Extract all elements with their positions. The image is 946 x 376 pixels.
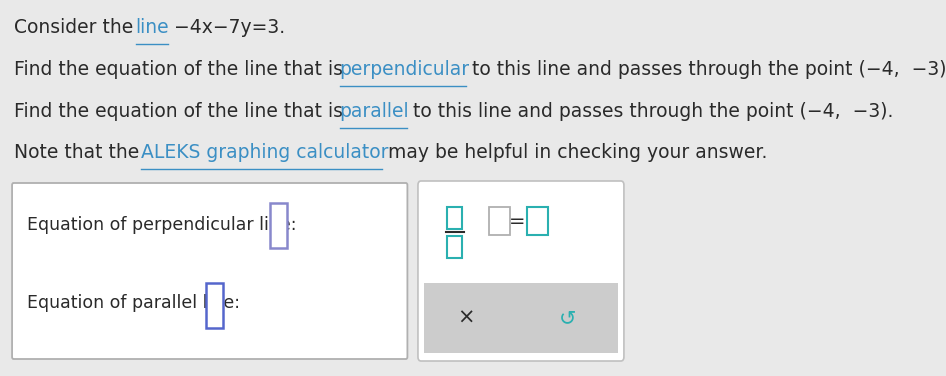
Bar	[527, 207, 548, 235]
Text: Equation of perpendicular line:: Equation of perpendicular line:	[27, 216, 297, 234]
Text: −4x−7y=3.: −4x−7y=3.	[168, 18, 286, 37]
Text: perpendicular: perpendicular	[340, 60, 470, 79]
Bar	[206, 283, 222, 328]
Text: parallel: parallel	[340, 102, 410, 121]
Bar	[271, 203, 287, 248]
Text: may be helpful in checking your answer.: may be helpful in checking your answer.	[382, 143, 767, 162]
Text: ALEKS graphing calculator: ALEKS graphing calculator	[141, 143, 389, 162]
Bar	[447, 207, 463, 229]
Bar	[447, 236, 463, 258]
Text: =: =	[509, 211, 526, 230]
Text: Equation of parallel line:: Equation of parallel line:	[27, 294, 240, 312]
Text: line: line	[135, 18, 169, 37]
Text: to this line and passes through the point (−4,  −3).: to this line and passes through the poin…	[408, 102, 894, 121]
Bar	[489, 207, 510, 235]
Bar	[424, 283, 618, 353]
Text: Note that the: Note that the	[13, 143, 145, 162]
Text: Find the equation of the line that is: Find the equation of the line that is	[13, 102, 348, 121]
Text: Find the equation of the line that is: Find the equation of the line that is	[13, 60, 348, 79]
Text: Consider the: Consider the	[13, 18, 139, 37]
Text: ↺: ↺	[559, 308, 577, 328]
Text: ×: ×	[458, 308, 475, 328]
Text: to this line and passes through the point (−4,  −3).: to this line and passes through the poin…	[466, 60, 946, 79]
FancyBboxPatch shape	[12, 183, 408, 359]
FancyBboxPatch shape	[418, 181, 624, 361]
